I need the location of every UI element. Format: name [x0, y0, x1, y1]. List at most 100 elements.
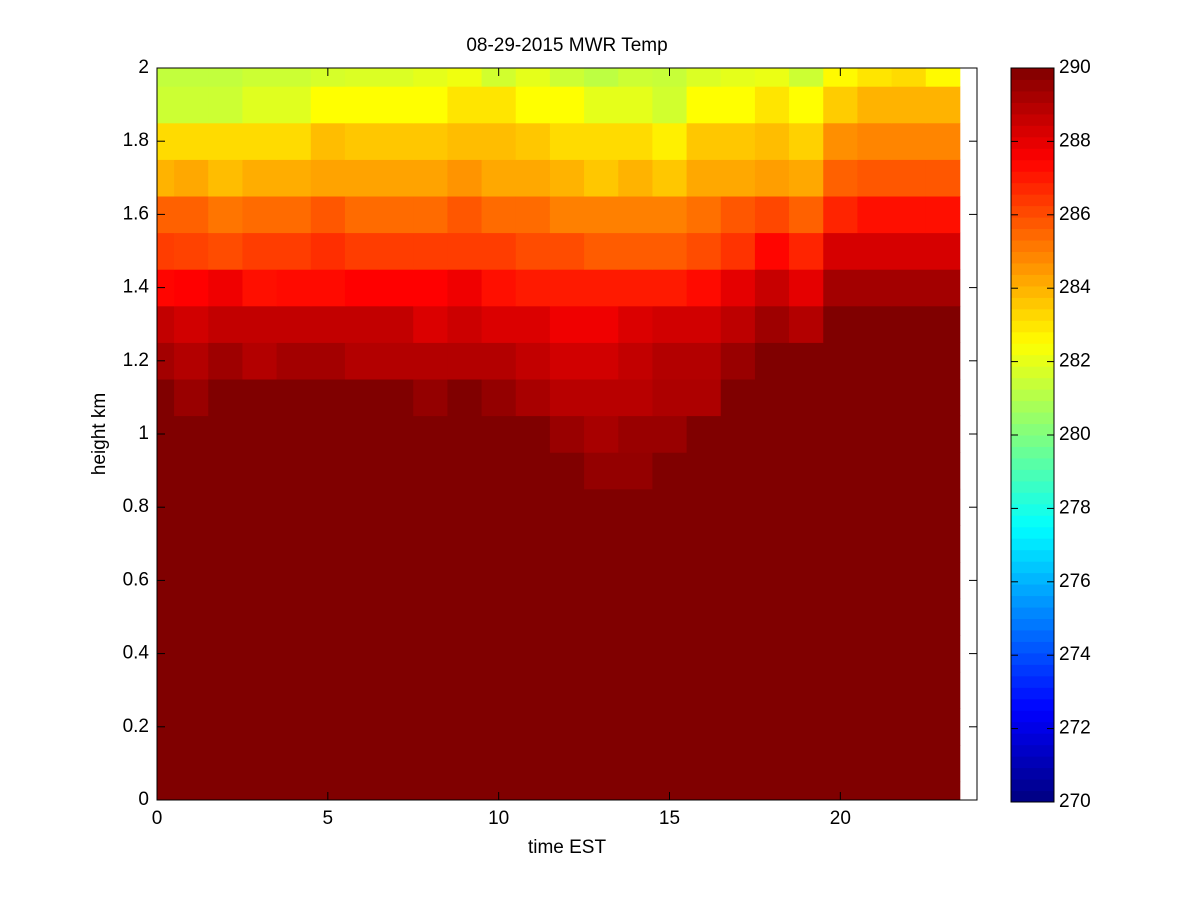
- heatmap-cell: [379, 671, 414, 709]
- heatmap-cell: [584, 342, 619, 380]
- heatmap-cell: [618, 122, 653, 160]
- heatmap-cell: [413, 488, 448, 526]
- colorbar-swatch: [1011, 549, 1054, 562]
- heatmap-cell: [208, 708, 243, 746]
- heatmap-cell: [157, 196, 175, 234]
- heatmap-cell: [618, 159, 653, 197]
- heatmap-cell: [549, 196, 585, 234]
- heatmap-cell: [584, 379, 619, 417]
- heatmap-cell: [618, 232, 653, 270]
- heatmap-cell: [310, 452, 346, 490]
- heatmap-cell: [174, 708, 209, 746]
- heatmap-cell: [413, 232, 448, 270]
- heatmap-cell: [823, 671, 858, 709]
- heatmap-cell: [208, 745, 243, 783]
- heatmap-cell: [549, 781, 585, 801]
- heatmap-cell: [618, 488, 653, 526]
- heatmap-cell: [515, 342, 551, 380]
- heatmap-cell: [584, 745, 619, 783]
- colorbar-swatch: [1011, 285, 1054, 298]
- heatmap-cell: [584, 562, 619, 600]
- colorbar-swatch: [1011, 377, 1054, 390]
- heatmap-cell: [174, 781, 209, 801]
- heatmap-cell: [754, 379, 790, 417]
- heatmap-cell: [447, 269, 482, 307]
- colorbar-tick-label: 270: [1059, 791, 1091, 812]
- heatmap-cell: [584, 122, 619, 160]
- colorbar-swatch: [1011, 308, 1054, 321]
- heatmap-cell: [310, 708, 346, 746]
- heatmap-cell: [686, 525, 722, 563]
- heatmap-cell: [208, 305, 243, 343]
- heatmap-cell: [344, 635, 380, 673]
- heatmap-cell: [447, 452, 482, 490]
- heatmap-cell: [891, 598, 927, 636]
- colorbar-tick-label: 282: [1059, 351, 1091, 372]
- colorbar-swatch: [1011, 652, 1054, 665]
- heatmap-cell: [344, 68, 380, 87]
- x-tick-label: 0: [152, 808, 163, 829]
- colorbar-swatch: [1011, 228, 1054, 241]
- heatmap-cell: [754, 525, 790, 563]
- heatmap-cell: [925, 562, 961, 600]
- colorbar-swatch: [1011, 492, 1054, 505]
- heatmap-cell: [242, 708, 277, 746]
- heatmap-cell: [754, 342, 790, 380]
- colorbar-tick-label: 276: [1059, 571, 1091, 592]
- heatmap-cell: [379, 86, 414, 124]
- heatmap-cell: [447, 635, 482, 673]
- heatmap-cell: [549, 452, 585, 490]
- heatmap-cell: [174, 305, 209, 343]
- heatmap-cell: [208, 269, 243, 307]
- heatmap-cell: [481, 86, 517, 124]
- heatmap-cell: [686, 598, 722, 636]
- heatmap-cell: [891, 562, 927, 600]
- heatmap-cell: [789, 452, 824, 490]
- heatmap-cell: [515, 232, 551, 270]
- heatmap-cell: [618, 415, 653, 453]
- heatmap-cell: [515, 671, 551, 709]
- heatmap-cell: [549, 122, 585, 160]
- heatmap-cell: [789, 86, 824, 124]
- y-tick-label: 0: [138, 789, 149, 810]
- heatmap-cell: [481, 68, 517, 87]
- colorbar-swatch: [1011, 561, 1054, 574]
- heatmap-cell: [379, 781, 414, 801]
- colorbar-swatch: [1011, 457, 1054, 470]
- heatmap-cell: [242, 488, 277, 526]
- heatmap-cell: [686, 122, 722, 160]
- heatmap-cell: [344, 745, 380, 783]
- heatmap-cell: [379, 415, 414, 453]
- heatmap-cell: [789, 342, 824, 380]
- colorbar-tick-label: 290: [1059, 57, 1091, 78]
- heatmap-cell: [310, 379, 346, 417]
- heatmap-cell: [515, 781, 551, 801]
- heatmap-cell: [789, 525, 824, 563]
- colorbar-swatch: [1011, 675, 1054, 688]
- heatmap-cell: [925, 525, 961, 563]
- heatmap-cell: [481, 598, 517, 636]
- colorbar-swatch: [1011, 756, 1054, 769]
- heatmap-cell: [379, 159, 414, 197]
- heatmap-cell: [789, 562, 824, 600]
- heatmap-cell: [754, 305, 790, 343]
- heatmap-cell: [344, 379, 380, 417]
- heatmap-cell: [310, 671, 346, 709]
- heatmap-cell: [481, 415, 517, 453]
- heatmap-cell: [823, 415, 858, 453]
- heatmap-cell: [481, 269, 517, 307]
- heatmap-cell: [310, 122, 346, 160]
- heatmap-cell: [157, 269, 175, 307]
- heatmap-cell: [857, 122, 892, 160]
- heatmap-cell: [157, 159, 175, 197]
- heatmap-cell: [789, 159, 824, 197]
- heatmap-cell: [618, 598, 653, 636]
- heatmap-cell: [344, 671, 380, 709]
- heatmap-cell: [310, 269, 346, 307]
- heatmap-cell: [413, 86, 448, 124]
- heatmap-cell: [344, 598, 380, 636]
- heatmap-cell: [891, 342, 927, 380]
- heatmap-cell: [276, 232, 312, 270]
- heatmap-cell: [857, 86, 892, 124]
- heatmap-cell: [344, 525, 380, 563]
